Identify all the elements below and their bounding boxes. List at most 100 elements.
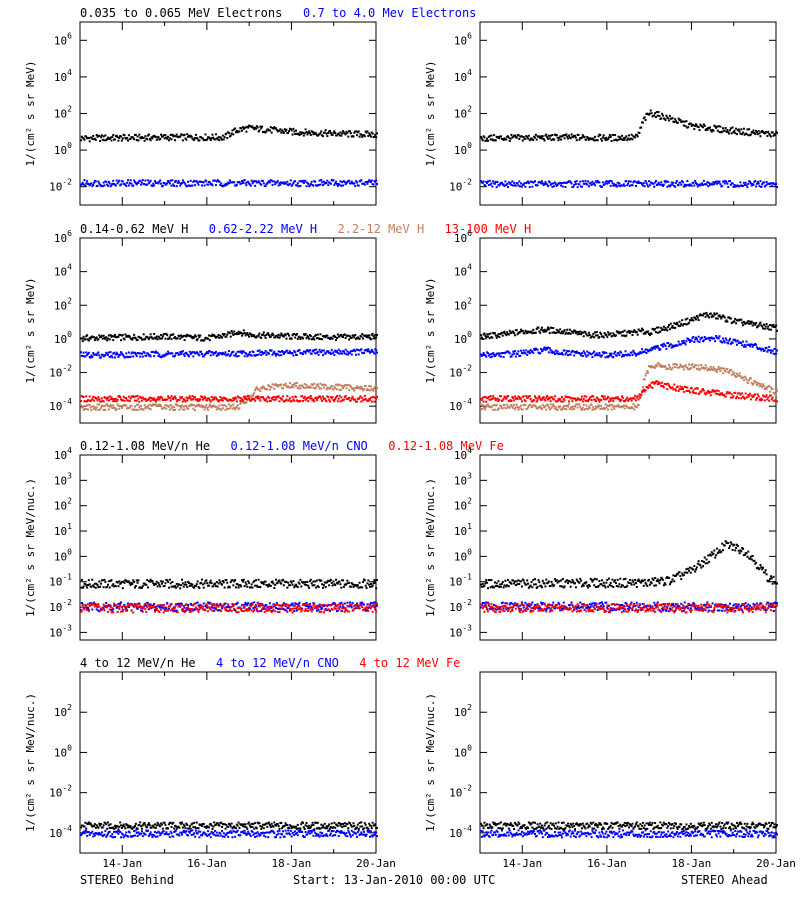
data-point xyxy=(89,406,92,409)
data-point xyxy=(702,184,704,187)
data-point xyxy=(587,331,590,334)
data-point xyxy=(685,323,688,326)
data-point xyxy=(308,586,311,589)
data-point xyxy=(508,139,511,142)
data-point xyxy=(489,183,492,186)
y-tick-label: 106 xyxy=(454,229,472,245)
data-point xyxy=(530,330,533,333)
data-point xyxy=(158,605,161,608)
data-point xyxy=(540,398,543,401)
data-point xyxy=(630,133,633,136)
data-point xyxy=(348,338,351,341)
data-point xyxy=(480,334,482,337)
data-point xyxy=(148,354,151,357)
data-point xyxy=(712,366,715,369)
data-point xyxy=(607,400,610,403)
data-point xyxy=(133,333,136,336)
data-point xyxy=(91,578,94,581)
data-point xyxy=(492,180,495,183)
data-point xyxy=(702,388,704,391)
data-point xyxy=(691,391,694,394)
data-point xyxy=(650,346,653,349)
data-point xyxy=(136,581,139,584)
data-point xyxy=(184,400,187,403)
data-point xyxy=(254,389,257,392)
data-point xyxy=(576,397,579,400)
data-point xyxy=(234,579,237,582)
data-point xyxy=(120,580,123,583)
data-point xyxy=(525,394,528,397)
data-point xyxy=(97,586,100,589)
data-point xyxy=(540,328,543,331)
data-point xyxy=(538,330,541,333)
data-point xyxy=(104,134,107,137)
data-point xyxy=(187,180,190,183)
data-point xyxy=(594,353,597,356)
data-point xyxy=(358,135,361,138)
data-point xyxy=(520,135,523,138)
data-point xyxy=(145,407,148,410)
data-point xyxy=(165,606,168,609)
data-point xyxy=(317,608,320,611)
data-point xyxy=(147,134,150,137)
data-point xyxy=(598,400,601,403)
data-point xyxy=(95,397,98,400)
data-point xyxy=(695,364,698,367)
data-point xyxy=(701,336,704,339)
data-point xyxy=(612,184,615,187)
data-point xyxy=(531,406,534,409)
data-point xyxy=(749,345,752,348)
data-point xyxy=(199,398,202,401)
data-point xyxy=(695,338,698,341)
data-point xyxy=(553,185,556,188)
data-point xyxy=(208,137,211,140)
data-point xyxy=(517,408,520,411)
data-point xyxy=(102,586,105,589)
data-point xyxy=(190,398,193,401)
data-point xyxy=(297,603,300,606)
data-point xyxy=(769,328,772,331)
data-point xyxy=(292,604,295,607)
data-point xyxy=(551,396,554,399)
data-point xyxy=(375,349,378,352)
data-point xyxy=(174,135,177,138)
data-point xyxy=(568,396,571,399)
data-point xyxy=(174,395,177,398)
data-point xyxy=(340,586,343,589)
data-point xyxy=(238,407,241,410)
data-point xyxy=(548,137,551,140)
data-point xyxy=(181,400,184,403)
y-tick-label: 10-2 xyxy=(449,364,472,380)
data-point xyxy=(519,185,522,188)
data-point xyxy=(228,179,231,182)
data-point xyxy=(274,352,277,355)
data-point xyxy=(356,584,359,587)
data-point xyxy=(580,398,583,401)
data-point xyxy=(546,394,549,397)
data-point xyxy=(653,185,656,188)
data-point xyxy=(196,181,199,184)
data-point xyxy=(293,610,296,613)
data-point xyxy=(247,126,250,129)
data-point xyxy=(124,356,127,359)
data-point xyxy=(373,579,376,582)
data-point xyxy=(591,408,594,411)
data-point xyxy=(607,181,610,184)
data-point xyxy=(517,184,520,187)
data-point xyxy=(257,334,260,337)
data-point xyxy=(208,181,211,184)
data-point xyxy=(125,185,128,188)
data-point xyxy=(268,602,271,605)
data-point xyxy=(343,602,346,605)
data-point xyxy=(655,346,658,349)
data-point xyxy=(672,181,675,184)
data-point xyxy=(281,350,284,353)
data-point xyxy=(260,610,263,613)
data-point xyxy=(659,365,662,368)
data-point xyxy=(705,392,708,395)
data-point xyxy=(612,405,615,408)
data-point xyxy=(563,407,566,410)
data-point xyxy=(249,184,252,187)
data-point xyxy=(336,352,339,355)
data-point xyxy=(215,398,218,401)
